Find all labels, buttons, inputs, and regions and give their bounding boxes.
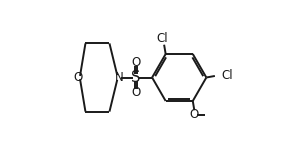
Text: Cl: Cl — [157, 32, 168, 45]
Text: N: N — [114, 71, 123, 84]
Text: O: O — [131, 86, 140, 99]
Text: O: O — [190, 108, 199, 121]
Text: O: O — [73, 71, 82, 84]
Text: O: O — [131, 56, 140, 69]
Text: S: S — [131, 70, 141, 85]
Text: Cl: Cl — [222, 69, 233, 82]
